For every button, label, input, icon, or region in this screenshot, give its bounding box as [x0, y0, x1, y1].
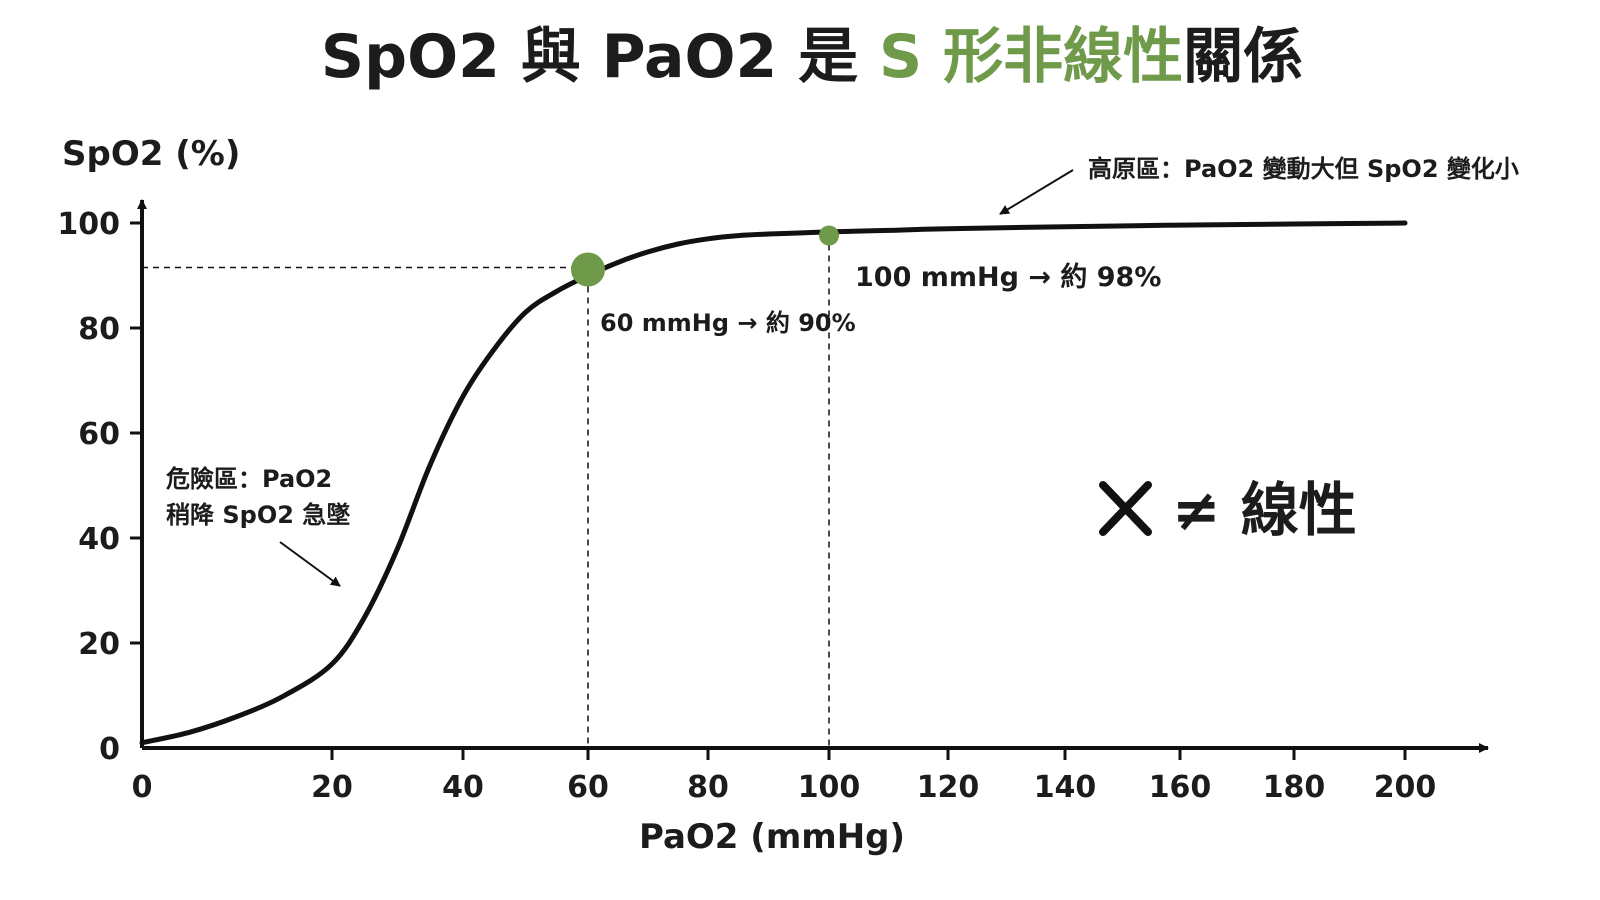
x-ticks: 0 20 40 60 80 100 120 140 160 180 200 — [132, 748, 1437, 805]
point-label-60: 60 mmHg → 約 90% — [600, 309, 856, 337]
chart-title: SpO2 與 PaO2 是 S 形非線性關係 — [321, 22, 1303, 92]
x-tick-label: 100 — [798, 770, 861, 805]
y-tick-label: 0 — [99, 732, 120, 767]
y-ticks: 0 20 40 60 80 100 — [57, 207, 142, 767]
chart-title-part1: SpO2 與 PaO2 是 — [321, 22, 879, 92]
point-60 — [571, 252, 605, 287]
cross-icon — [1099, 481, 1152, 536]
x-tick-label: 200 — [1374, 770, 1437, 805]
highlight-points — [571, 225, 839, 287]
danger-zone-arrow — [279, 541, 341, 587]
y-tick-label: 20 — [78, 627, 120, 662]
point-100 — [819, 225, 839, 246]
x-tick-label: 60 — [567, 770, 609, 805]
plateau-label: 高原區：PaO2 變動大但 SpO2 變化小 — [1088, 155, 1519, 183]
reference-lines — [142, 233, 830, 748]
x-tick-label: 0 — [132, 770, 153, 805]
danger-zone-label-line1: 危險區：PaO2 — [166, 465, 332, 493]
x-tick-label: 20 — [311, 770, 353, 805]
y-axis-label: SpO2 (%) — [62, 134, 240, 174]
plateau-arrow — [999, 169, 1074, 215]
x-tick-label: 80 — [687, 770, 729, 805]
y-tick-label: 40 — [78, 522, 120, 557]
saturation-curve — [139, 220, 1408, 746]
not-linear-label: ≠ 線性 — [1172, 476, 1357, 544]
x-tick-label: 40 — [442, 770, 484, 805]
x-tick-label: 160 — [1149, 770, 1212, 805]
x-tick-label: 140 — [1034, 770, 1097, 805]
x-axis-label: PaO2 (mmHg) — [639, 817, 905, 857]
x-tick-label: 120 — [917, 770, 980, 805]
danger-zone-label-line2: 稍降 SpO2 急墜 — [166, 501, 350, 529]
y-tick-label: 100 — [57, 207, 120, 242]
chart-title-accent: S 形非線性 — [879, 22, 1183, 92]
point-label-100: 100 mmHg → 約 98% — [855, 261, 1161, 293]
x-tick-label: 180 — [1263, 770, 1326, 805]
y-tick-label: 80 — [78, 312, 120, 347]
y-tick-label: 60 — [78, 417, 120, 452]
chart-title-part2: 關係 — [1183, 22, 1303, 92]
